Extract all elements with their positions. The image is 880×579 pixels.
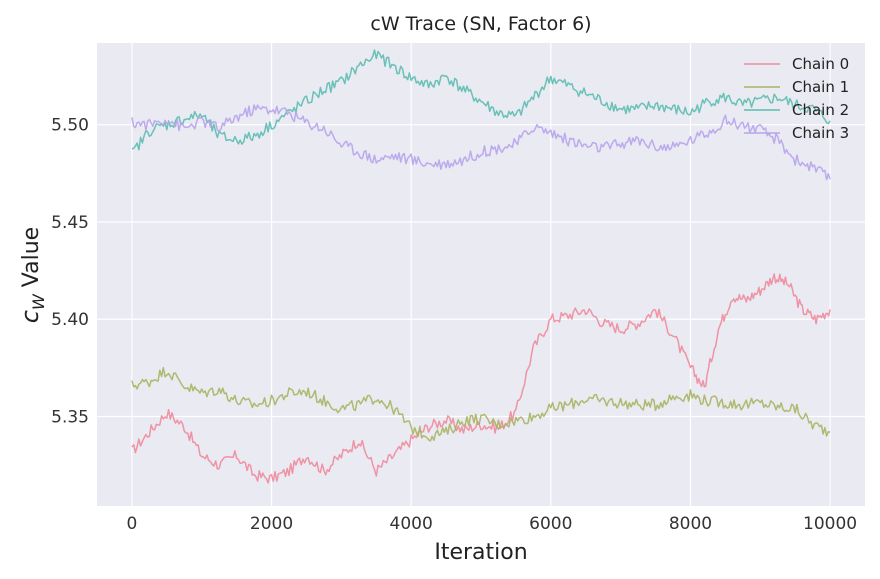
- series-line-chain-1: [131, 366, 831, 442]
- y-tick-label: 5.35: [51, 408, 89, 428]
- y-axis-label-rest: Value: [19, 227, 44, 294]
- series-line-chain-0: [131, 273, 831, 484]
- legend-label: Chain 0: [792, 55, 849, 73]
- grid-layer: [97, 43, 865, 506]
- x-tick-label: 2000: [250, 514, 293, 534]
- x-tick-label: 8000: [669, 514, 712, 534]
- y-tick-label: 5.40: [51, 310, 89, 330]
- x-tick-label: 10000: [803, 514, 857, 534]
- legend-label: Chain 3: [792, 124, 849, 142]
- series-line-chain-2: [131, 49, 831, 151]
- x-tick-labels: 0 2000 4000 6000 8000 10000: [126, 514, 857, 534]
- plot-background: [97, 43, 865, 506]
- x-tick-label: 0: [126, 514, 137, 534]
- legend-label: Chain 1: [792, 78, 849, 96]
- legend: Chain 0 Chain 1 Chain 2 Chain 3: [744, 55, 849, 142]
- y-axis-label-main: c: [16, 310, 44, 323]
- series-layer: [131, 49, 831, 484]
- chart-title: cW Trace (SN, Factor 6): [370, 13, 591, 35]
- x-tick-label: 4000: [390, 514, 433, 534]
- series-line-chain-3: [131, 104, 831, 181]
- y-tick-labels: 5.35 5.40 5.45 5.50: [51, 116, 89, 428]
- y-tick-label: 5.50: [51, 116, 89, 136]
- x-axis-label: Iteration: [434, 540, 527, 565]
- y-tick-label: 5.45: [51, 213, 89, 233]
- y-axis-label-sub: W: [29, 293, 48, 310]
- y-axis-label: cW Value: [16, 227, 48, 323]
- x-tick-label: 6000: [529, 514, 572, 534]
- legend-label: Chain 2: [792, 101, 849, 119]
